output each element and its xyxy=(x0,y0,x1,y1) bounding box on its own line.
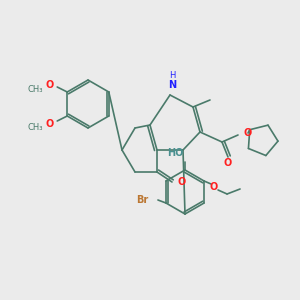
Text: CH₃: CH₃ xyxy=(28,85,43,94)
Text: N: N xyxy=(168,80,176,90)
Text: O: O xyxy=(45,119,53,129)
Text: O: O xyxy=(45,80,53,90)
Text: H: H xyxy=(169,71,175,80)
Text: O: O xyxy=(224,158,232,168)
Text: HO: HO xyxy=(167,148,183,158)
Text: O: O xyxy=(210,182,218,192)
Text: O: O xyxy=(243,128,251,138)
Text: CH₃: CH₃ xyxy=(28,124,43,133)
Text: Br: Br xyxy=(136,195,148,205)
Text: O: O xyxy=(177,177,185,187)
